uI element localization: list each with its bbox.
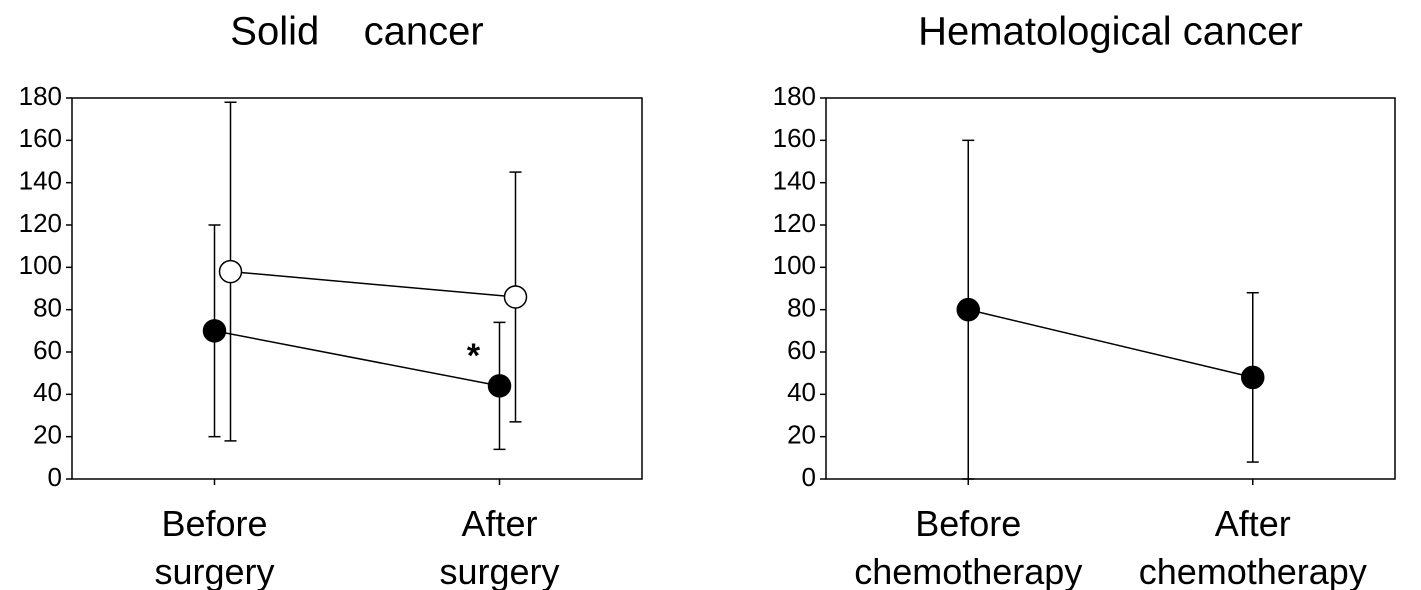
y-tick-label: 160 [19,123,62,153]
chart-title: Solid cancer [230,10,483,54]
y-tick-label: 100 [19,250,62,280]
plot-frame [825,97,1396,480]
x-tick-label: Before surgery [154,503,275,590]
y-tick-label: 40 [33,377,62,407]
y-tick-label: 120 [773,208,816,238]
y-tick-label: 0 [802,462,816,492]
y-tick-label: 40 [787,377,816,407]
series-line [230,270,516,298]
marker [1241,365,1265,390]
chart-title: Hematological cancer [918,10,1303,54]
y-tick-label: 0 [48,462,62,492]
y-tick-label: 180 [773,81,816,111]
y-tick-label: 180 [19,81,62,111]
y-tick-label: 160 [773,123,816,153]
y-tick-label: 60 [787,335,816,365]
x-tick-label: After surgery [439,503,560,590]
x-tick-label: Before chemotherapy [854,503,1083,590]
y-tick-label: 100 [773,250,816,280]
y-tick-label: 80 [33,293,62,323]
y-tick-label: 140 [773,166,816,196]
y-tick-label: 20 [33,420,62,450]
marker [202,319,227,343]
x-tick-label: After chemotherapy [1138,503,1367,590]
y-tick-label: 140 [19,166,62,196]
marker [487,374,512,398]
y-tick-label: 120 [19,208,62,238]
series-line [968,308,1253,379]
marker [503,285,528,309]
y-tick-label: 60 [33,335,62,365]
y-tick-label: 80 [787,293,816,323]
marker [956,297,980,322]
y-tick-label: 20 [787,420,816,450]
plot-frame [71,97,643,480]
annotation: * [467,337,481,375]
series-line [214,330,500,387]
marker [218,259,243,284]
